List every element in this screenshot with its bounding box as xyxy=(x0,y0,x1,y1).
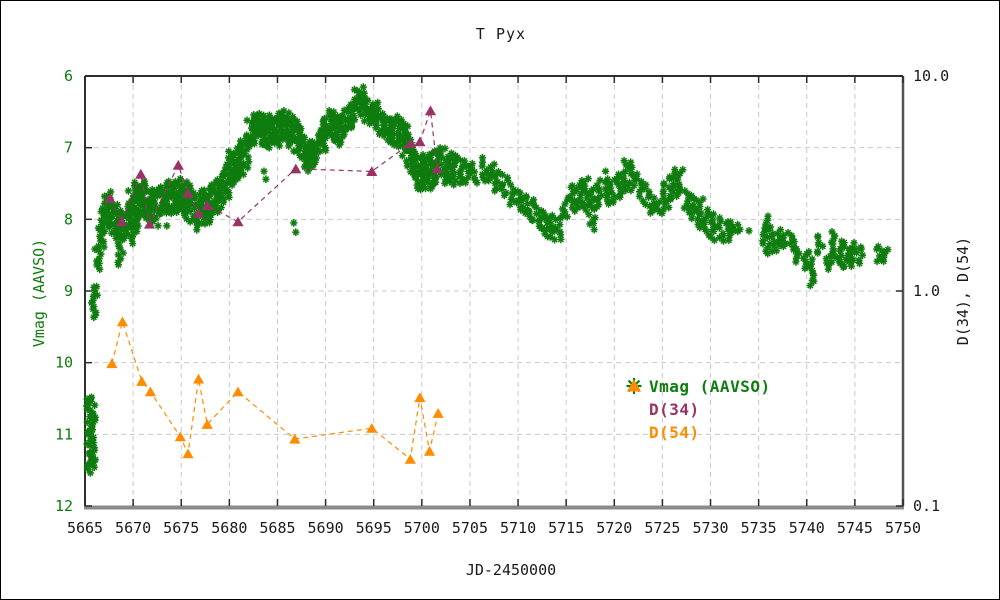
x-tick-label: 5690 xyxy=(308,519,344,537)
y-right-tick-label: 10.0 xyxy=(913,67,949,85)
legend-label-vmag: Vmag (AAVSO) xyxy=(649,377,771,396)
y-left-tick-label: 8 xyxy=(64,210,73,228)
x-tick-label: 5750 xyxy=(885,519,921,537)
x-tick-label: 5685 xyxy=(259,519,295,537)
d54-series xyxy=(106,316,444,464)
y-left-tick-label: 7 xyxy=(64,139,73,157)
y-right-tick-labels: 10.0 1.0 0.1 xyxy=(913,67,949,515)
x-tick-labels: 5665 5670 5675 5680 5685 5690 5695 5700 5705 5710… xyxy=(67,519,921,537)
y-axis-label-right: D(34), D(54) xyxy=(954,236,972,346)
y-left-tick-labels: 6 7 8 9 10 11 12 xyxy=(55,67,73,515)
y-left-tick-label: 10 xyxy=(55,354,73,372)
legend-label-d34: D(34) xyxy=(649,400,700,419)
x-tick-label: 5665 xyxy=(67,519,103,537)
grid-lines xyxy=(85,76,903,506)
x-tick-label: 5695 xyxy=(356,519,392,537)
legend-item-d54: D(54) xyxy=(619,379,771,444)
y-left-tick-label: 6 xyxy=(64,67,73,85)
legend-label-d54: D(54) xyxy=(649,423,700,442)
x-axis-label: JD-2450000 xyxy=(465,561,557,579)
chart-title: T Pyx xyxy=(475,25,527,43)
x-tick-label: 5730 xyxy=(692,519,728,537)
x-tick-label: 5735 xyxy=(741,519,777,537)
legend-item-d34: D(34) xyxy=(619,379,771,421)
x-tick-label: 5700 xyxy=(404,519,440,537)
y-left-tick-label: 12 xyxy=(55,497,73,515)
x-tick-label: 5675 xyxy=(163,519,199,537)
plot-frame xyxy=(84,75,905,510)
x-tick-label: 5740 xyxy=(789,519,825,537)
y-left-tick-label: 9 xyxy=(64,282,73,300)
d34-series xyxy=(104,105,443,229)
x-tick-label: 5725 xyxy=(644,519,680,537)
x-tick-label: 5715 xyxy=(548,519,584,537)
x-tick-label: 5680 xyxy=(211,519,247,537)
d54-triangle-icon xyxy=(619,379,649,444)
d34-triangle-icon xyxy=(619,379,649,421)
y-axis-label-left: Vmag (AAVSO) xyxy=(30,238,48,348)
y-right-tick-label: 1.0 xyxy=(913,282,940,300)
x-tick-label: 5720 xyxy=(596,519,632,537)
x-tick-label: 5745 xyxy=(837,519,873,537)
legend: Vmag (AAVSO) D(34) D(54) xyxy=(619,375,771,444)
x-tick-label: 5705 xyxy=(452,519,488,537)
y-left-tick-label: 11 xyxy=(55,425,73,443)
axis-ticks xyxy=(84,75,904,507)
x-tick-label: 5670 xyxy=(115,519,151,537)
y-right-tick-label: 0.1 xyxy=(913,497,940,515)
x-tick-label: 5710 xyxy=(500,519,536,537)
